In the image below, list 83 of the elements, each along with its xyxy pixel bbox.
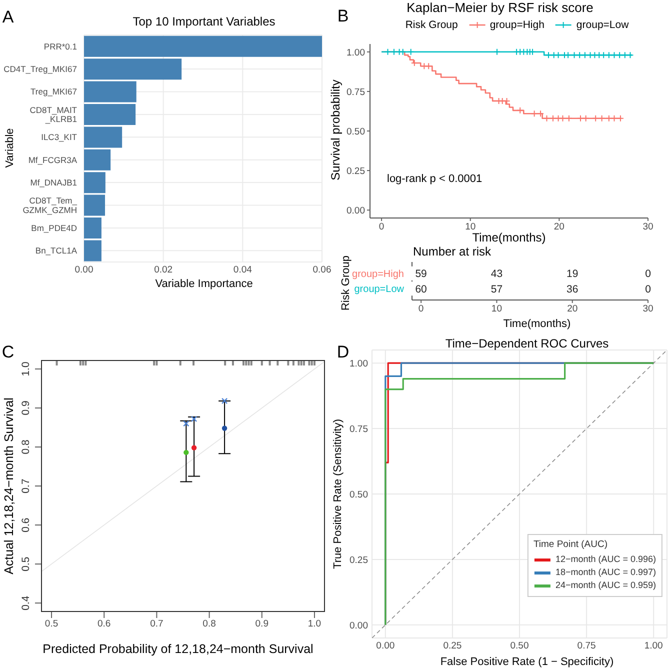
y-tick-label: Treg_MKI67 xyxy=(30,86,78,97)
y-tick-label: Bn_TCL1A xyxy=(35,246,78,256)
y-tick-label: group=Low xyxy=(354,284,405,296)
x-tick-label: 0.25 xyxy=(443,640,462,652)
legend-label: group=High xyxy=(488,19,544,31)
y-tick-label: 0.7 xyxy=(20,478,32,494)
x-tick-label: 0 xyxy=(418,304,424,315)
chart-title: Kaplan−Meier by RSF risk score xyxy=(406,0,594,16)
data-label: 59 xyxy=(415,268,428,280)
x-tick-label: 0.00 xyxy=(376,640,395,652)
x-tick-label: 1.00 xyxy=(644,640,663,652)
x-tick-label: 10 xyxy=(465,222,476,233)
y-tick-label: CD8T_MAIT _KLRB1 xyxy=(30,104,78,124)
text: C xyxy=(2,342,14,362)
y-tick-label: group=High xyxy=(352,268,404,280)
x-tick-label: 30 xyxy=(642,222,654,233)
x-tick-label: 0.02 xyxy=(154,264,173,276)
x-tick-label: 0.7 xyxy=(150,618,164,630)
y-axis-title: Survival probability xyxy=(328,80,343,180)
x-axis-title: Time(months) xyxy=(472,230,546,245)
y-tick-label: Mf_FCGR3A xyxy=(28,154,78,165)
y-tick-label: Mf_DNAJB1 xyxy=(30,178,78,188)
y-axis-title: Actual 12,18,24−month Survival xyxy=(2,398,17,574)
y-tick-label: 0.50 xyxy=(350,489,368,500)
text: D xyxy=(336,342,350,362)
y-tick-label: 0.50 xyxy=(346,126,365,138)
chart-title: Top 10 Important Variables xyxy=(132,14,276,29)
x-tick-label: 0.00 xyxy=(74,264,94,276)
text: A xyxy=(2,8,14,28)
x-tick-label: 30 xyxy=(642,304,654,315)
data-label: 0 xyxy=(645,283,652,296)
y-tick-label: ILC3_KIT xyxy=(41,132,77,142)
y-tick-label: 0.75 xyxy=(350,424,368,435)
y-tick-label: 1.00 xyxy=(346,47,365,58)
y-tick-label: CD4T_Treg_MKI67 xyxy=(4,64,78,74)
y-tick-label: 0.9 xyxy=(20,400,32,416)
x-tick-label: 0.6 xyxy=(98,618,111,630)
x-tick-label: 0.9 xyxy=(255,618,268,630)
x-tick-label: 0.04 xyxy=(233,264,252,276)
x-tick-label: 0.8 xyxy=(202,618,216,630)
x-tick-label: 0.75 xyxy=(577,640,596,652)
x-axis-title: Time(months) xyxy=(503,318,571,330)
y-tick-label: 0.8 xyxy=(20,440,32,454)
data-label: 43 xyxy=(490,268,503,280)
legend-title: Time Point (AUC) xyxy=(533,539,609,550)
legend-label: 18−month (AUC = 0.997) xyxy=(554,566,656,579)
x-tick-label: 0 xyxy=(378,222,384,233)
legend-label: group=Low xyxy=(575,19,629,31)
y-axis-title: True Positive Rate (Sensitivity) xyxy=(332,419,344,569)
x-tick-label: 10 xyxy=(491,304,502,315)
y-tick-label: 1.0 xyxy=(20,362,32,376)
chart-title: Number at risk xyxy=(413,244,492,259)
y-tick-label: Bm_PDE4D xyxy=(31,222,77,233)
y-tick-label: 0.25 xyxy=(350,554,368,566)
x-axis-title: Predicted Probability of 12,18,24−month Survival xyxy=(42,642,314,657)
y-tick-label: 1.00 xyxy=(350,358,368,370)
text: B xyxy=(337,6,349,26)
legend-label: 12−month (AUC = 0.996) xyxy=(554,553,656,566)
data-label: 60 xyxy=(415,283,428,296)
x-tick-label: 0.06 xyxy=(312,264,332,276)
y-tick-label: 0.25 xyxy=(346,166,365,177)
data-label: 57 xyxy=(490,283,503,296)
data-label: 19 xyxy=(566,268,578,280)
y-tick-label: 0.4 xyxy=(20,596,32,610)
x-axis-title: False Positive Rate (1 − Specificity) xyxy=(440,656,614,668)
y-tick-label: 0.5 xyxy=(20,556,32,572)
y-axis-title: Risk Group xyxy=(340,255,352,311)
x-tick-label: 20 xyxy=(554,222,564,233)
y-axis-title: Variable xyxy=(4,128,16,168)
y-tick-label: CD8T_Tem_ GZMK_GZMH xyxy=(22,196,78,215)
annotation: log-rank p < 0.0001 xyxy=(387,172,482,186)
legend-label: 24−month (AUC = 0.959) xyxy=(554,579,656,592)
data-label: 36 xyxy=(566,283,578,296)
x-tick-label: 0.50 xyxy=(510,640,529,652)
x-axis-title: Variable Importance xyxy=(155,278,253,290)
y-tick-label: 0.00 xyxy=(346,205,365,216)
x-tick-label: 1.0 xyxy=(308,618,322,630)
y-tick-label: PRR*0.1 xyxy=(44,41,78,52)
legend-title: Risk Group xyxy=(405,19,458,31)
chart-title: Time−Dependent ROC Curves xyxy=(445,336,609,351)
y-tick-label: 0.6 xyxy=(20,518,32,532)
y-tick-label: 0.75 xyxy=(346,86,365,98)
x-tick-label: 20 xyxy=(567,304,578,315)
